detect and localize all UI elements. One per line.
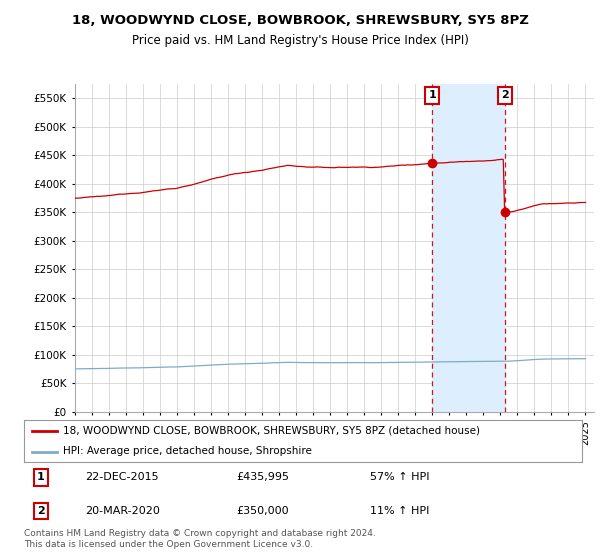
Text: 1: 1 (37, 473, 44, 483)
Text: 18, WOODWYND CLOSE, BOWBROOK, SHREWSBURY, SY5 8PZ: 18, WOODWYND CLOSE, BOWBROOK, SHREWSBURY… (71, 14, 529, 27)
Text: 57% ↑ HPI: 57% ↑ HPI (370, 473, 430, 483)
Text: Price paid vs. HM Land Registry's House Price Index (HPI): Price paid vs. HM Land Registry's House … (131, 34, 469, 46)
Text: HPI: Average price, detached house, Shropshire: HPI: Average price, detached house, Shro… (63, 446, 312, 456)
Text: 2: 2 (37, 506, 44, 516)
Text: 2: 2 (501, 91, 509, 100)
Text: £435,995: £435,995 (236, 473, 289, 483)
Text: 1: 1 (428, 91, 436, 100)
Text: £350,000: £350,000 (236, 506, 289, 516)
Text: 18, WOODWYND CLOSE, BOWBROOK, SHREWSBURY, SY5 8PZ (detached house): 18, WOODWYND CLOSE, BOWBROOK, SHREWSBURY… (63, 426, 480, 436)
Text: 22-DEC-2015: 22-DEC-2015 (85, 473, 159, 483)
Bar (433, 84, 505, 412)
Text: 11% ↑ HPI: 11% ↑ HPI (370, 506, 430, 516)
Text: 20-MAR-2020: 20-MAR-2020 (85, 506, 160, 516)
Text: Contains HM Land Registry data © Crown copyright and database right 2024.
This d: Contains HM Land Registry data © Crown c… (24, 529, 376, 549)
